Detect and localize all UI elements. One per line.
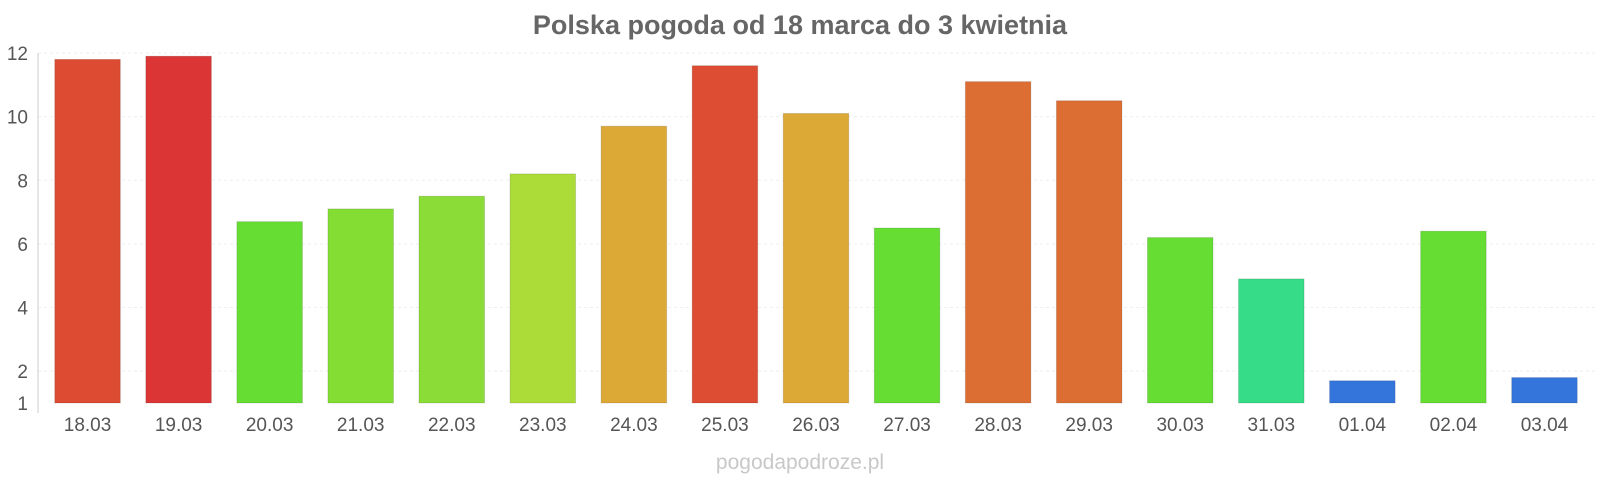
x-tick-label: 30.03	[1156, 415, 1204, 436]
x-tick-label: 28.03	[974, 415, 1022, 436]
bar-28.03	[964, 81, 1032, 404]
x-tick-label: 24.03	[610, 415, 658, 436]
x-tick-label: 02.04	[1430, 415, 1478, 436]
y-tick-label: 4	[17, 299, 28, 320]
bar-19.03	[145, 55, 212, 404]
bar-29.03	[1055, 100, 1123, 404]
y-tick-label: 1	[17, 394, 28, 415]
y-tick-label: 2	[17, 362, 28, 383]
x-tick-label: 19.03	[155, 415, 203, 436]
x-tick-label: 21.03	[337, 415, 385, 436]
bar-02.04	[1420, 230, 1487, 404]
bar-25.03	[691, 65, 759, 404]
y-tick-label: 6	[17, 235, 28, 256]
x-tick-label: 25.03	[701, 415, 749, 436]
y-tick-label: 10	[7, 108, 28, 129]
x-tick-label: 22.03	[428, 415, 476, 436]
bar-22.03	[418, 195, 486, 404]
x-tick-label: 23.03	[519, 415, 567, 436]
bar-31.03	[1238, 278, 1305, 404]
bar-23.03	[509, 173, 577, 404]
bar-27.03	[873, 227, 941, 404]
bar-26.03	[782, 112, 850, 404]
bars-layer	[54, 55, 1578, 404]
bar-01.04	[1329, 380, 1396, 404]
x-tick-label: 03.04	[1521, 415, 1569, 436]
bar-21.03	[327, 208, 394, 404]
x-tick-label: 18.03	[64, 415, 112, 436]
y-tick-label: 8	[17, 171, 28, 192]
chart-title: Polska pogoda od 18 marca do 3 kwietnia	[532, 10, 1068, 40]
x-tick-label: 26.03	[792, 415, 840, 436]
x-tick-label: 01.04	[1339, 415, 1387, 436]
site-watermark: pogodapodroze.pl	[715, 451, 885, 474]
y-tick-label: 12	[7, 44, 28, 65]
x-tick-label: 20.03	[246, 415, 294, 436]
x-tick-label: 29.03	[1065, 415, 1113, 436]
bar-03.04	[1511, 377, 1578, 404]
bar-30.03	[1146, 237, 1214, 404]
bar-20.03	[236, 221, 303, 404]
x-tick-label: 31.03	[1248, 415, 1296, 436]
bar-24.03	[600, 125, 668, 404]
x-tick-label: 27.03	[883, 415, 931, 436]
bar-18.03	[54, 58, 121, 404]
